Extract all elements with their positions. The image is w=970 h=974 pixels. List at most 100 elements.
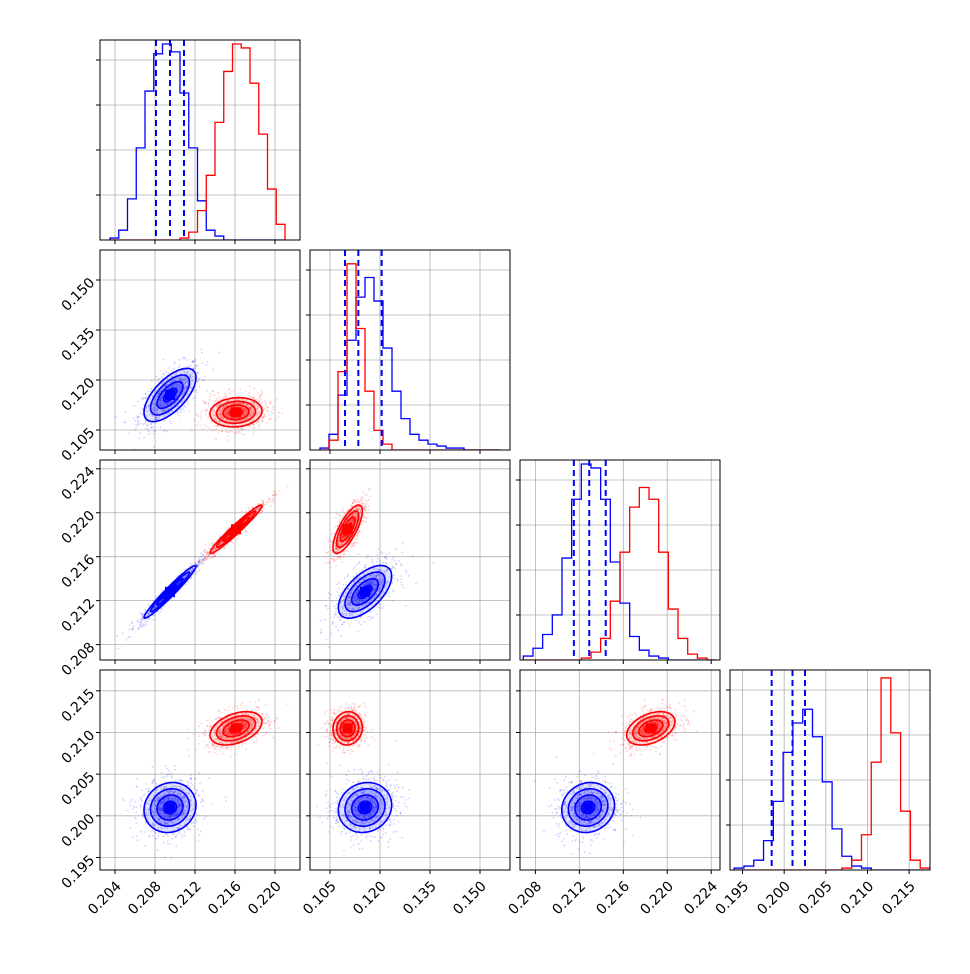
sample-point — [379, 560, 381, 562]
sample-point — [140, 806, 142, 808]
sample-point — [138, 622, 140, 624]
sample-point — [241, 433, 243, 435]
sample-point — [190, 782, 192, 784]
sample-point — [392, 582, 394, 584]
sample-point — [194, 365, 196, 367]
sample-point — [141, 800, 143, 802]
sample-point — [206, 390, 208, 392]
sample-point — [138, 437, 140, 439]
sample-point — [178, 359, 180, 361]
sample-point — [175, 836, 177, 838]
sample-point — [400, 578, 402, 580]
sample-point — [366, 501, 368, 503]
sample-point — [163, 430, 165, 432]
sample-point — [328, 592, 330, 594]
sample-point — [265, 415, 267, 417]
sample-point — [266, 422, 268, 424]
sample-point — [140, 626, 142, 628]
sample-point — [402, 586, 404, 588]
sample-point — [395, 548, 397, 550]
sample-point — [152, 835, 154, 837]
sample-point — [241, 511, 243, 513]
sample-point — [336, 597, 338, 599]
sample-point — [369, 619, 371, 621]
sample-point — [209, 396, 211, 398]
sample-point — [210, 557, 212, 559]
sample-point — [362, 491, 364, 493]
sample-point — [258, 400, 260, 402]
sample-point — [338, 588, 340, 590]
sample-point — [358, 501, 360, 503]
sample-point — [346, 549, 348, 551]
sample-point — [136, 778, 138, 780]
sample-point — [231, 391, 233, 393]
sample-point — [241, 428, 243, 430]
sample-point — [368, 505, 370, 507]
sample-point — [335, 626, 337, 628]
sample-point — [343, 621, 345, 623]
sample-point — [137, 422, 139, 424]
sample-point — [186, 829, 188, 831]
sample-point — [129, 827, 131, 829]
sample-point — [324, 605, 326, 607]
sample-point — [139, 613, 141, 615]
sample-point — [382, 562, 384, 564]
sample-point — [342, 624, 344, 626]
sample-point — [329, 540, 331, 542]
sample-point — [150, 427, 152, 429]
sample-point — [367, 555, 369, 557]
sample-point — [265, 403, 267, 405]
sample-point — [115, 416, 117, 418]
sample-point — [225, 430, 227, 432]
sample-point — [161, 589, 163, 591]
sample-point — [248, 392, 250, 394]
sample-point — [181, 836, 183, 838]
sample-point — [354, 542, 356, 544]
sample-point — [356, 498, 358, 500]
sample-point — [218, 396, 220, 398]
sample-point — [168, 372, 170, 374]
sample-point — [164, 857, 166, 859]
sample-point — [220, 549, 222, 551]
sample-point — [365, 495, 367, 497]
sample-point — [367, 616, 369, 618]
sample-point — [163, 835, 165, 837]
sample-point — [386, 599, 388, 601]
sample-point — [135, 822, 137, 824]
sample-point — [195, 413, 197, 415]
sample-point — [167, 843, 169, 845]
sample-point — [252, 426, 254, 428]
sample-point — [393, 574, 395, 576]
sample-point — [179, 415, 181, 417]
sample-point — [136, 620, 138, 622]
sample-point — [368, 509, 370, 511]
sample-point — [144, 423, 146, 425]
sample-point — [183, 410, 185, 412]
sample-point — [377, 548, 379, 550]
sample-point — [277, 415, 279, 417]
sample-point — [249, 385, 251, 387]
sample-point — [366, 493, 368, 495]
sample-point — [369, 616, 371, 618]
sample-point — [151, 380, 153, 382]
sample-point — [275, 494, 277, 496]
panel-3-0 — [96, 670, 300, 874]
sample-point — [356, 619, 358, 621]
sample-point — [357, 499, 359, 501]
sample-point — [256, 421, 258, 423]
sample-point — [328, 597, 330, 599]
sample-point — [204, 375, 206, 377]
sample-point — [132, 799, 134, 801]
sample-point — [185, 406, 187, 408]
sample-point — [152, 766, 154, 768]
sample-point — [415, 583, 417, 585]
sample-point — [333, 559, 335, 561]
sample-point — [135, 424, 137, 426]
sample-point — [272, 408, 274, 410]
sample-point — [351, 544, 353, 546]
sample-point — [278, 412, 280, 414]
sample-point — [157, 849, 159, 851]
sample-point — [335, 611, 337, 613]
sample-point — [142, 624, 144, 626]
